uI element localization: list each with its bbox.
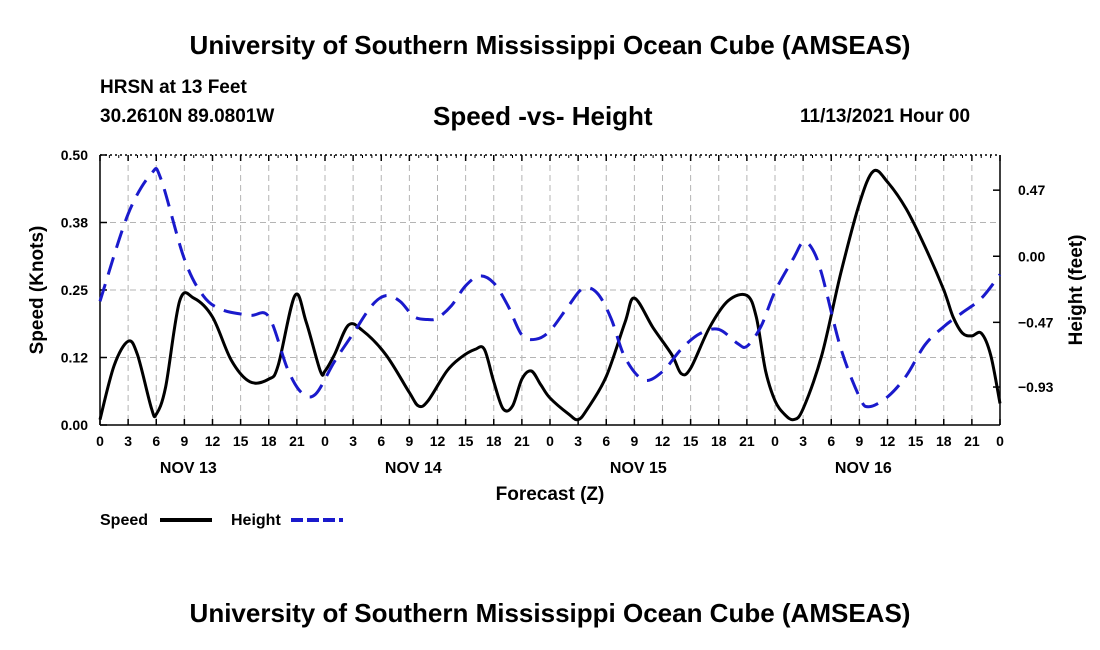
x-tick-label: 21 <box>289 433 305 449</box>
x-tick-label: 6 <box>152 433 160 449</box>
y-tick-label: 0.12 <box>61 350 88 366</box>
y-axis-title: Speed (Knots) <box>27 226 48 355</box>
x-tick-label: 9 <box>180 433 188 449</box>
x-tick-label: 12 <box>655 433 671 449</box>
day-label: NOV 14 <box>385 460 442 477</box>
x-tick-label: 9 <box>405 433 413 449</box>
chart-title: University of Southern Mississippi Ocean… <box>189 30 911 60</box>
series-line-height <box>98 167 1002 409</box>
y2-tick-label: −0.93 <box>1018 379 1054 395</box>
x-tick-label: 0 <box>546 433 554 449</box>
chart-subtitle: Speed -vs- Height <box>433 101 653 131</box>
x-tick-label: 15 <box>908 433 924 449</box>
labels-layer: 0 3 6 9 12 15 18 21 0 3 6 9 12 15 18 21 0 3 6 9 12 15 18 21 0 3 6 9… <box>61 147 1054 477</box>
x-axis-title: Forecast (Z) <box>496 484 605 505</box>
x-tick-label: 0 <box>96 433 104 449</box>
x-tick-label: 15 <box>458 433 474 449</box>
x-tick-label: 3 <box>349 433 357 449</box>
x-tick-label: 18 <box>261 433 277 449</box>
x-tick-label: 21 <box>964 433 980 449</box>
x-tick-label: 0 <box>996 433 1004 449</box>
x-tick-label: 3 <box>799 433 807 449</box>
x-tick-label: 6 <box>602 433 610 449</box>
x-tick-label: 3 <box>574 433 582 449</box>
x-tick-label: 0 <box>321 433 329 449</box>
y-tick-label: 0.38 <box>61 215 88 231</box>
x-tick-label: 9 <box>855 433 863 449</box>
footer-title: University of Southern Mississippi Ocean… <box>189 598 911 628</box>
station-name: HRSN at 13 Feet <box>100 77 247 98</box>
x-tick-label: 12 <box>430 433 446 449</box>
axes-layer <box>99 154 1001 426</box>
series-layer <box>98 167 1002 422</box>
x-tick-label: 21 <box>739 433 755 449</box>
day-label: NOV 13 <box>160 460 217 477</box>
legend-label-height: Height <box>231 512 281 529</box>
day-label: NOV 16 <box>835 460 892 477</box>
legend: Speed Height <box>100 512 343 529</box>
y-tick-label: 0.25 <box>61 282 88 298</box>
station-coordinates: 30.2610N 89.0801W <box>100 106 275 127</box>
x-tick-label: 3 <box>124 433 132 449</box>
x-tick-label: 15 <box>683 433 699 449</box>
forecast-datetime: 11/13/2021 Hour 00 <box>800 106 971 127</box>
y2-tick-label: 0.47 <box>1018 182 1045 198</box>
x-tick-label: 12 <box>880 433 896 449</box>
legend-label-speed: Speed <box>100 512 148 529</box>
day-label: NOV 15 <box>610 460 667 477</box>
y2-tick-label: 0.00 <box>1018 248 1045 264</box>
y-tick-label: 0.00 <box>61 417 88 433</box>
x-tick-label: 12 <box>205 433 221 449</box>
y2-axis-title: Height (feet) <box>1066 235 1087 346</box>
x-tick-label: 21 <box>514 433 530 449</box>
x-tick-label: 18 <box>711 433 727 449</box>
x-tick-label: 6 <box>827 433 835 449</box>
x-tick-label: 18 <box>486 433 502 449</box>
x-tick-label: 6 <box>377 433 385 449</box>
grid-layer <box>100 155 1000 425</box>
x-tick-label: 15 <box>233 433 249 449</box>
y2-tick-label: −0.47 <box>1018 314 1054 330</box>
x-tick-label: 0 <box>771 433 779 449</box>
x-tick-label: 18 <box>936 433 952 449</box>
y-tick-label: 0.50 <box>61 147 88 163</box>
x-tick-label: 9 <box>630 433 638 449</box>
series-line-speed <box>98 168 1002 422</box>
